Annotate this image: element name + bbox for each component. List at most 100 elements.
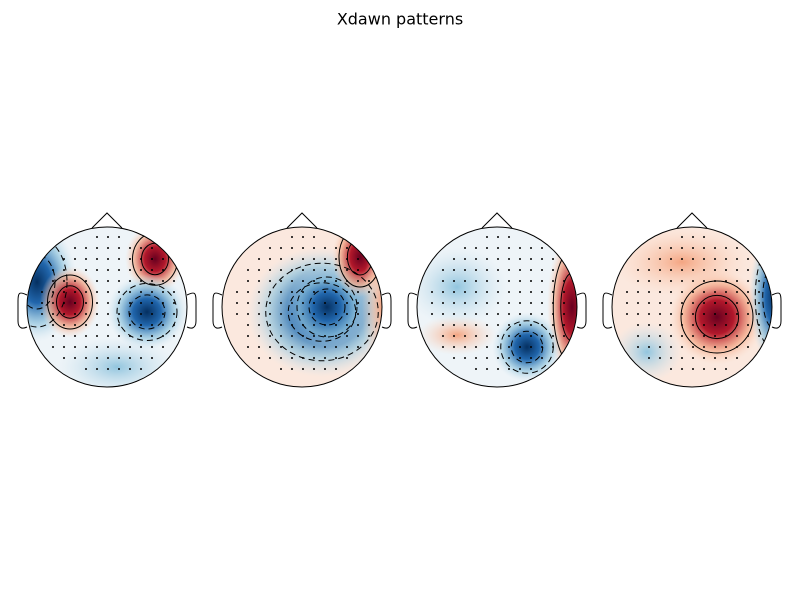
sensor bbox=[703, 236, 705, 238]
sensor bbox=[552, 291, 554, 293]
sensor bbox=[552, 302, 554, 304]
sensor bbox=[659, 313, 661, 315]
sensor bbox=[129, 280, 131, 282]
sensor bbox=[162, 258, 164, 260]
sensor bbox=[725, 335, 727, 337]
sensor bbox=[692, 236, 694, 238]
sensor bbox=[302, 280, 304, 282]
sensor bbox=[725, 291, 727, 293]
sensor bbox=[508, 335, 510, 337]
sensor bbox=[107, 302, 109, 304]
sensor bbox=[258, 357, 260, 359]
sensor bbox=[129, 247, 131, 249]
sensor bbox=[486, 324, 488, 326]
sensor bbox=[659, 335, 661, 337]
sensor bbox=[659, 346, 661, 348]
sensor bbox=[670, 291, 672, 293]
right-ear bbox=[576, 292, 587, 329]
sensor bbox=[497, 291, 499, 293]
sensor bbox=[247, 291, 249, 293]
field-blob bbox=[332, 227, 382, 297]
sensor bbox=[258, 269, 260, 271]
sensor bbox=[151, 247, 153, 249]
sensor bbox=[486, 335, 488, 337]
sensor bbox=[346, 324, 348, 326]
sensor bbox=[118, 346, 120, 348]
sensor bbox=[269, 335, 271, 337]
sensor bbox=[140, 335, 142, 337]
sensor bbox=[453, 346, 455, 348]
sensor bbox=[107, 346, 109, 348]
sensor bbox=[151, 346, 153, 348]
sensor bbox=[714, 258, 716, 260]
sensor bbox=[302, 291, 304, 293]
sensor bbox=[453, 313, 455, 315]
nose bbox=[676, 212, 708, 229]
sensor bbox=[442, 324, 444, 326]
sensor bbox=[118, 313, 120, 315]
sensor bbox=[453, 291, 455, 293]
sensor bbox=[269, 269, 271, 271]
sensor bbox=[637, 324, 639, 326]
sensor bbox=[313, 269, 315, 271]
sensor bbox=[497, 269, 499, 271]
sensor bbox=[703, 324, 705, 326]
sensor bbox=[280, 247, 282, 249]
sensor bbox=[313, 302, 315, 304]
sensor bbox=[637, 302, 639, 304]
sensor bbox=[541, 302, 543, 304]
sensor bbox=[552, 335, 554, 337]
nose bbox=[481, 212, 513, 229]
sensor bbox=[357, 291, 359, 293]
sensor bbox=[74, 269, 76, 271]
sensor bbox=[74, 258, 76, 260]
sensor bbox=[736, 280, 738, 282]
sensor bbox=[85, 313, 87, 315]
sensor bbox=[725, 258, 727, 260]
sensor bbox=[74, 357, 76, 359]
sensor bbox=[346, 346, 348, 348]
sensor bbox=[659, 269, 661, 271]
contour bbox=[116, 283, 178, 341]
sensor bbox=[346, 291, 348, 293]
sensor bbox=[703, 280, 705, 282]
sensor bbox=[736, 335, 738, 337]
sensor bbox=[497, 236, 499, 238]
sensor bbox=[85, 258, 87, 260]
sensor bbox=[497, 258, 499, 260]
sensor bbox=[129, 291, 131, 293]
sensor bbox=[486, 346, 488, 348]
sensor bbox=[258, 291, 260, 293]
sensor bbox=[637, 346, 639, 348]
sensor bbox=[173, 280, 175, 282]
sensor bbox=[173, 324, 175, 326]
sensor bbox=[725, 313, 727, 315]
sensor bbox=[758, 324, 760, 326]
sensor bbox=[96, 236, 98, 238]
sensor bbox=[85, 335, 87, 337]
sensor bbox=[52, 324, 54, 326]
sensor bbox=[692, 247, 694, 249]
sensor bbox=[302, 236, 304, 238]
sensor bbox=[269, 313, 271, 315]
sensor bbox=[41, 313, 43, 315]
sensor bbox=[52, 302, 54, 304]
sensor bbox=[725, 368, 727, 370]
sensor bbox=[703, 368, 705, 370]
sensor bbox=[530, 280, 532, 282]
contour bbox=[296, 276, 358, 338]
sensor bbox=[357, 335, 359, 337]
sensor bbox=[453, 357, 455, 359]
sensor bbox=[96, 335, 98, 337]
sensor bbox=[335, 335, 337, 337]
sensor bbox=[714, 302, 716, 304]
sensor bbox=[541, 247, 543, 249]
sensor bbox=[302, 357, 304, 359]
sensor bbox=[497, 324, 499, 326]
sensor bbox=[670, 324, 672, 326]
sensor bbox=[74, 335, 76, 337]
sensor bbox=[475, 346, 477, 348]
sensor bbox=[63, 291, 65, 293]
sensor bbox=[151, 269, 153, 271]
sensor bbox=[736, 324, 738, 326]
